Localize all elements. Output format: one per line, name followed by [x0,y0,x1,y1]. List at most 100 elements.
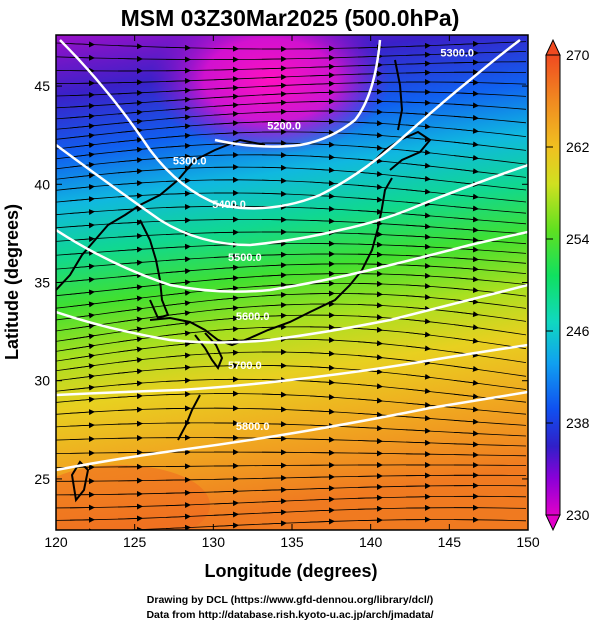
streamline-arrow [357,62,383,69]
streamline-arrow [453,324,479,331]
streamline-arrow [309,364,335,371]
streamline-arrow [261,302,287,309]
streamline-arrow [453,216,479,223]
streamline-arrow [117,146,143,153]
streamline-arrow [261,74,287,81]
streamline-arrow [117,380,143,387]
streamline-arrow [453,59,479,66]
streamline-arrow [165,391,191,398]
streamline-arrow [261,91,287,98]
streamline-arrow [309,205,335,212]
streamline-arrow [453,90,479,97]
contour-label: 5300.0 [440,48,474,60]
streamline-arrow [453,40,479,47]
streamline-arrow [357,314,383,321]
streamline-arrow [117,368,143,375]
streamline-arrow [69,409,95,416]
contour-5800 [56,390,528,472]
streamline-arrow [165,489,191,496]
streamline-arrow [309,394,335,401]
streamline-arrow [213,511,239,518]
streamline-arrow [69,323,95,330]
streamline-arrow [261,282,287,289]
streamline-arrow [309,167,335,174]
contour-5200 [214,39,382,148]
streamline-arrow [165,256,191,263]
streamline-arrow [117,515,143,522]
streamline-arrow [309,485,335,492]
streamline-arrow [453,418,479,425]
taiwan-coastline [70,460,90,503]
streamline-arrow [453,205,479,212]
streamline-arrow [117,420,143,427]
streamline-arrow [69,208,95,215]
contour-label: 5700.0 [228,360,262,372]
streamline-arrow [213,151,239,158]
streamline-arrow [88,528,95,530]
streamline-arrow [405,272,431,279]
streamline-arrow [213,522,239,529]
kyushu-coastline [194,332,224,371]
y-tick-label: 45 [34,78,50,94]
streamline-arrow [117,180,143,187]
streamline-arrow [165,96,191,103]
streamline-arrow [357,397,383,404]
streamline-arrow [117,246,143,253]
y-tick-label: 35 [34,275,50,291]
streamline-arrow [309,193,335,200]
streamline-arrow [357,483,383,490]
streamline-arrow [165,114,191,121]
geopotential-contours [56,39,528,472]
streamline-arrow [309,436,335,443]
colorbar-tick-label: 262 [566,139,590,155]
streamline-arrow [453,102,479,109]
streamline-arrow [117,168,143,175]
colorbar: 270 262 254 246 238 230 [545,38,590,532]
streamline-arrow [213,285,239,292]
latitude-axis: 25 30 35 40 45 [34,78,528,487]
streamline-arrow [453,287,479,294]
streamline-arrow [69,41,95,48]
streamline-arrow [69,384,95,391]
streamline-arrow [165,243,191,250]
streamline-arrow [405,111,431,118]
streamline-arrow [165,77,191,84]
streamline-arrow [453,154,479,161]
streamline-arrow [261,118,287,125]
streamline-arrow [357,425,383,432]
streamline-arrow [117,233,143,240]
streamline-arrow [165,524,191,530]
contour-label: 5500.0 [228,252,262,264]
streamline-arrow [309,518,335,525]
streamline-arrow [261,406,287,413]
streamline-arrow [69,289,95,296]
streamline-arrow [309,496,335,503]
streamline-arrow [309,154,335,161]
streamline-arrow [261,421,287,428]
streamline-arrow [357,132,383,139]
x-tick-label: 120 [44,534,68,550]
contour-label: 5300.0 [173,156,207,168]
streamline-arrow [261,291,287,298]
streamline-arrow [357,120,383,127]
streamline-arrow [165,341,191,348]
streamline-arrow [405,233,431,240]
streamline-arrow [309,129,335,136]
streamline-arrow [261,262,287,269]
streamline-arrow [117,503,143,510]
streamline-arrow [165,320,191,327]
streamline-arrow [213,326,239,333]
streamline-arrow [69,123,95,130]
streamline-arrow [165,377,191,384]
streamline-arrow [69,151,95,158]
streamline-arrow [453,393,479,400]
streamline-arrow [69,196,95,203]
streamline-arrow [261,108,287,115]
streamline-arrow [405,401,431,408]
streamline-arrow [261,164,287,171]
streamline-arrow [213,275,239,282]
x-tick-label: 150 [516,534,540,550]
streamline-arrow [357,208,383,215]
contour-label: 5200.0 [267,120,301,132]
streamline-arrow [261,65,287,72]
